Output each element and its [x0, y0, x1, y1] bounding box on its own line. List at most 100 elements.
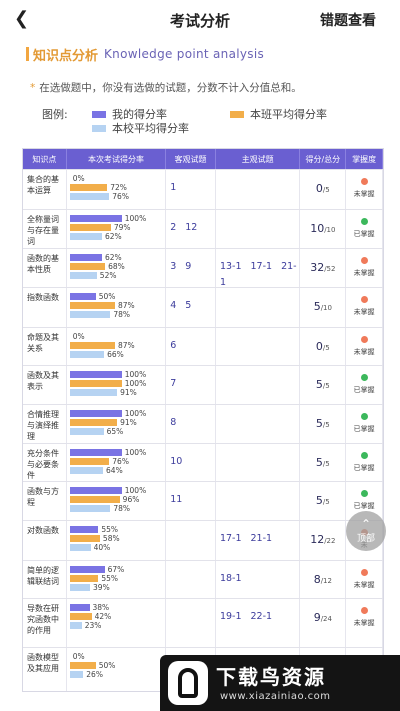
mastery-status-dot-icon [360, 607, 368, 614]
header-score-rate: 本次考试得分率 [67, 149, 167, 169]
rate-bar-fill [69, 263, 106, 270]
rate-bar-line: 100% [69, 486, 165, 495]
rate-bar-fill [69, 311, 111, 318]
rate-bar-fill [69, 371, 122, 378]
mastery-cell: 已掌握 [346, 482, 383, 520]
rate-value: 100% [124, 370, 147, 379]
objective-questions[interactable] [166, 599, 216, 647]
total-value: /10 [324, 226, 336, 234]
objective-questions[interactable]: 2 12 [166, 210, 216, 248]
score-value: 5 [315, 417, 323, 430]
knowledge-point-name: 函数及其表示 [23, 366, 67, 404]
section-title-cn: 知识点分析 [33, 48, 99, 64]
knowledge-point-name: 合情推理与演绎推理 [23, 405, 67, 443]
rate-value: 100% [124, 486, 147, 495]
wrong-questions-link[interactable]: 错题查看 [320, 13, 376, 29]
subjective-questions[interactable]: 19-1 22-1 [216, 599, 301, 647]
rate-value: 66% [107, 350, 124, 359]
rate-value: 76% [112, 192, 129, 201]
score-rate-bars: 67% 55% 39% [67, 561, 167, 598]
subjective-questions[interactable] [216, 328, 301, 365]
mastery-status-dot-icon [360, 374, 368, 381]
objective-questions[interactable]: 11 [166, 482, 216, 520]
objective-questions[interactable]: 3 9 [166, 249, 216, 287]
rate-bar-line: 62% [69, 232, 165, 241]
rate-value: 0% [72, 174, 85, 183]
rate-bar-fill [69, 215, 122, 222]
objective-questions[interactable]: 10 [166, 444, 216, 481]
rate-bar-fill [69, 487, 122, 494]
score-rate-bars: 38% 42% 23% [67, 599, 167, 647]
rate-value: 0% [72, 652, 85, 661]
subjective-questions[interactable] [216, 170, 301, 209]
table-body: 集合的基本运算 0% 72% 76% 1 0/5 未掌握 全称量词与存在量词 100% 79% 62… [23, 169, 383, 691]
table-row: 导数在研究函数中的作用 38% 42% 23% 19-1 22-1 9/24 未掌握 [23, 598, 383, 647]
objective-questions[interactable]: 8 [166, 405, 216, 443]
objective-questions[interactable]: 4 5 [166, 288, 216, 327]
subjective-questions[interactable] [216, 444, 301, 481]
rate-bar-line: 91% [69, 418, 165, 427]
subjective-questions[interactable] [216, 366, 301, 404]
score-total: 5/10 [300, 288, 347, 327]
mastery-label: 已掌握 [353, 464, 375, 472]
rate-value: 100% [124, 379, 147, 388]
score-total: 8/12 [300, 561, 347, 598]
score-value: 9 [313, 611, 321, 624]
rate-bar-line: 72% [69, 183, 165, 192]
score-value: 0 [315, 340, 323, 353]
rate-bar-fill [69, 467, 104, 474]
watermark-logo-icon [168, 661, 208, 705]
score-rate-bars: 50% 87% 78% [67, 288, 167, 327]
rate-bar-line: 55% [69, 574, 165, 583]
rate-bar-line: 55% [69, 525, 165, 534]
back-to-top-button[interactable]: ⌃ 顶部 [346, 511, 386, 551]
subjective-questions[interactable] [216, 210, 301, 248]
objective-questions[interactable]: 1 [166, 170, 216, 209]
rate-value: 96% [122, 495, 140, 504]
subjective-questions[interactable] [216, 405, 301, 443]
rate-bar-line: 52% [69, 271, 165, 280]
mastery-status-dot-icon [360, 296, 368, 303]
rate-value: 62% [105, 232, 122, 241]
mastery-cell: 未掌握 [346, 249, 383, 287]
subjective-questions[interactable] [216, 482, 301, 520]
rate-bar-line: 38% [69, 603, 165, 612]
total-value: /12 [320, 577, 332, 585]
mastery-status-dot-icon [360, 336, 368, 343]
back-icon[interactable]: ❮ [14, 8, 30, 29]
rate-bar-fill [69, 410, 122, 417]
score-value: 5 [315, 456, 323, 469]
score-rate-bars: 100% 91% 65% [67, 405, 167, 443]
table-row: 函数及其表示 100% 100% 91% 7 5/5 已掌握 [23, 365, 383, 404]
mastery-status-dot-icon [360, 452, 368, 459]
rate-bar-line: 100% [69, 448, 165, 457]
mastery-status-dot-icon [360, 569, 368, 576]
page-title: 考试分析 [169, 12, 230, 30]
rate-value: 26% [86, 670, 103, 679]
score-total: 32/52 [300, 249, 347, 287]
rate-value: 39% [93, 583, 110, 592]
subjective-questions[interactable]: 13-1 17-1 21-1 [216, 249, 301, 288]
rate-bar-fill [69, 671, 84, 678]
score-value: 0 [315, 182, 323, 195]
subjective-questions[interactable]: 18-1 [216, 561, 301, 598]
table-row: 集合的基本运算 0% 72% 76% 1 0/5 未掌握 [23, 169, 383, 209]
rate-bar-fill [69, 496, 120, 503]
objective-questions[interactable] [166, 561, 216, 598]
rate-bar-line: 100% [69, 214, 165, 223]
legend-title: 图例: [42, 108, 68, 121]
mastery-cell: 未掌握 [346, 288, 383, 327]
rate-bar-fill [69, 419, 118, 426]
subjective-questions[interactable] [216, 288, 301, 327]
rate-bar-fill [69, 662, 96, 669]
table-row: 函数的基本性质 62% 68% 52% 3 9 13-1 17-1 21-1 32/52 未掌… [23, 248, 383, 288]
rate-bar-fill [69, 566, 105, 573]
subjective-questions[interactable]: 17-1 21-1 [216, 521, 301, 560]
knowledge-point-name: 函数模型及其应用 [23, 648, 67, 691]
table-row: 合情推理与演绎推理 100% 91% 65% 8 5/5 已掌握 [23, 404, 383, 443]
objective-questions[interactable]: 7 [166, 366, 216, 404]
rate-bar-line: 66% [69, 350, 165, 359]
objective-questions[interactable] [166, 521, 216, 560]
objective-questions[interactable]: 6 [166, 328, 216, 365]
